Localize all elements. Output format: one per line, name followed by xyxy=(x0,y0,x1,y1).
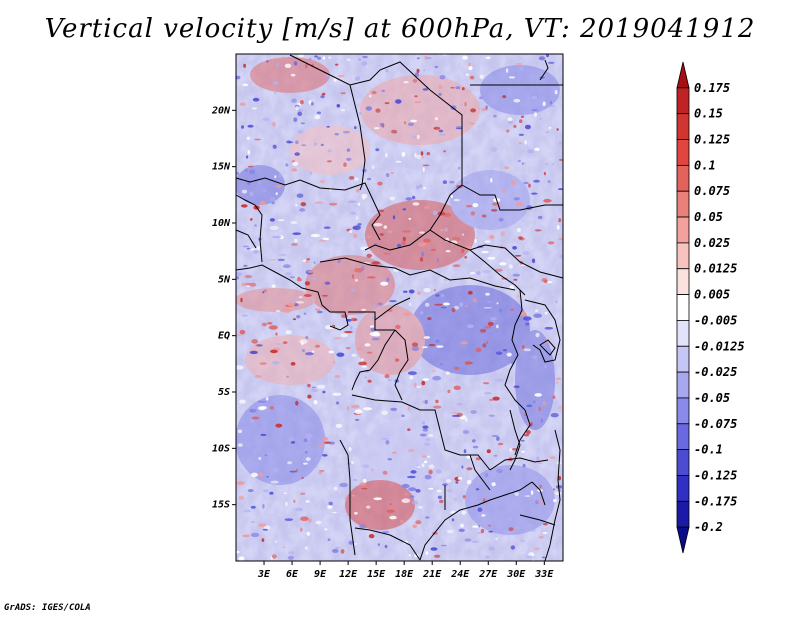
lon-label: 3E xyxy=(257,569,271,580)
colorbar-level-label: -0.175 xyxy=(694,494,737,508)
colorbar-level-label: 0.025 xyxy=(694,236,730,250)
colorbar-level-label: -0.025 xyxy=(694,365,737,379)
colorbar-level-label: 0.175 xyxy=(694,81,730,95)
colorbar-level-label: -0.2 xyxy=(694,520,723,534)
colorbar-swatch xyxy=(676,190,690,218)
country-borders xyxy=(235,54,564,562)
colorbar-swatch xyxy=(676,320,690,347)
colorbar: 0.175 0.15 0.125 0.1 0.075 0.05 0.025 0.0125 0.0… xyxy=(676,61,745,554)
colorbar-swatch xyxy=(676,139,690,166)
colorbar-swatch xyxy=(676,526,690,554)
colorbar-level-label: -0.005 xyxy=(694,313,737,327)
colorbar-level-label: -0.125 xyxy=(694,468,737,482)
longitude-axis: 3E 6E 9E 12E 15E 18E 21E 24E 27E 30E 33E xyxy=(257,561,554,580)
colorbar-level-label: 0.15 xyxy=(694,107,723,121)
lat-label: EQ xyxy=(218,331,230,342)
lon-label: 18E xyxy=(395,569,414,580)
colorbar-swatch xyxy=(676,268,690,295)
lat-label: 15N xyxy=(212,162,231,173)
colorbar-swatch xyxy=(676,87,690,115)
colorbar-swatch xyxy=(676,371,690,399)
velocity-field xyxy=(236,54,563,561)
chart-title: Vertical velocity [m/s] at 600hPa, VT: 2… xyxy=(44,14,756,44)
lon-label: 6E xyxy=(286,569,299,580)
colorbar-swatch xyxy=(676,475,690,502)
colorbar-level-label: -0.1 xyxy=(694,443,723,457)
colorbar-swatch xyxy=(676,397,690,425)
lon-label: 15E xyxy=(367,569,386,580)
colorbar-level-label: 0.005 xyxy=(694,288,730,302)
grads-credit: GrADS: IGES/COLA xyxy=(4,603,91,613)
colorbar-level-label: 0.0125 xyxy=(694,262,737,276)
lon-label: 27E xyxy=(478,569,498,580)
colorbar-swatch xyxy=(676,345,690,373)
lat-label: 5S xyxy=(218,387,230,398)
lon-label: 21E xyxy=(422,569,442,580)
colorbar-level-label: 0.125 xyxy=(694,133,730,147)
colorbar-swatch xyxy=(676,113,690,140)
lon-label: 24E xyxy=(450,569,470,580)
lat-label: 10N xyxy=(212,218,231,229)
colorbar-swatch xyxy=(676,242,690,270)
lat-label: 5N xyxy=(218,274,231,285)
colorbar-level-label: -0.0125 xyxy=(694,339,745,353)
colorbar-swatch xyxy=(676,294,690,321)
map-frame xyxy=(235,53,564,562)
colorbar-level-label: -0.075 xyxy=(694,417,737,431)
colorbar-swatch xyxy=(676,61,690,89)
colorbar-level-label: 0.05 xyxy=(694,210,723,224)
lon-label: 9E xyxy=(314,569,327,580)
lat-label: 20N xyxy=(211,105,231,116)
colorbar-swatch xyxy=(676,500,690,528)
colorbar-level-label: 0.1 xyxy=(694,158,716,172)
colorbar-swatch xyxy=(676,449,690,476)
colorbar-swatch xyxy=(676,164,690,192)
colorbar-level-label: -0.05 xyxy=(694,391,730,405)
latitude-axis: 20N 15N 10N 5N EQ 5S 10S 15S xyxy=(211,105,236,511)
lat-label: 15S xyxy=(212,500,230,511)
lat-label: 10S xyxy=(212,443,230,454)
lon-label: 30E xyxy=(506,569,526,580)
colorbar-swatch xyxy=(676,423,690,451)
lon-label: 12E xyxy=(339,569,358,580)
colorbar-swatch xyxy=(676,216,690,244)
lon-label: 33E xyxy=(534,569,554,580)
colorbar-level-label: 0.075 xyxy=(694,184,730,198)
